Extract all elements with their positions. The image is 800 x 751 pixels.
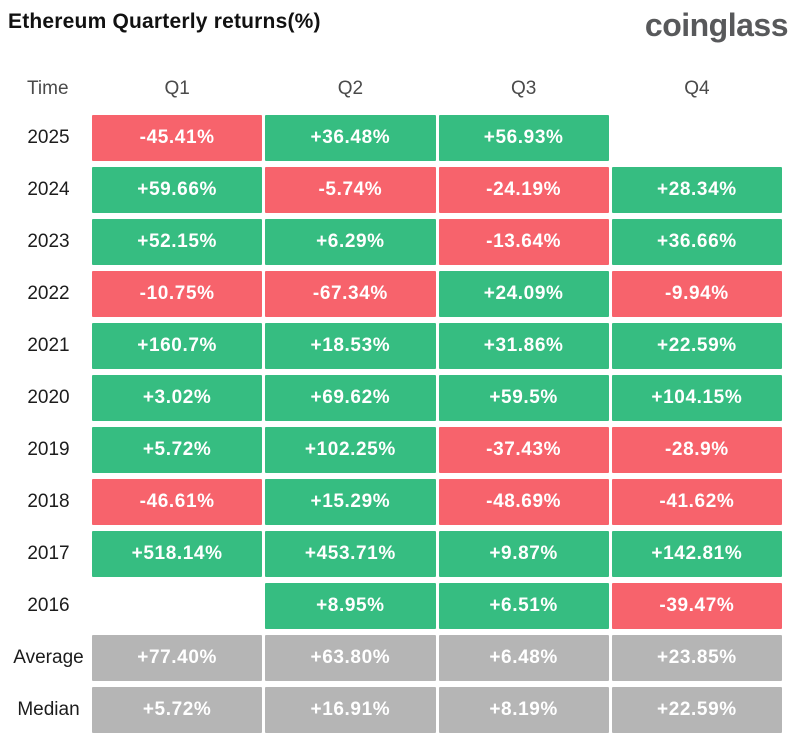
return-cell: -24.19% xyxy=(438,167,609,213)
return-cell: +36.66% xyxy=(611,219,782,265)
return-cell: -39.47% xyxy=(611,583,782,629)
return-cell: +56.93% xyxy=(438,115,609,161)
empty-cell xyxy=(612,115,782,161)
return-cell: -5.74% xyxy=(265,167,436,213)
table-header-row: Time Q1 Q2 Q3 Q4 xyxy=(8,78,782,100)
column-header-q2: Q2 xyxy=(337,78,364,99)
column-header-q4: Q4 xyxy=(684,78,710,99)
row-label-2024: 2024 xyxy=(27,179,70,200)
column-header-q3: Q3 xyxy=(510,78,537,99)
return-cell: +18.53% xyxy=(265,323,436,369)
return-cell: +518.14% xyxy=(92,531,263,577)
return-cell: +102.25% xyxy=(265,427,436,473)
return-cell: -13.64% xyxy=(438,219,609,265)
return-cell: +69.62% xyxy=(265,375,436,421)
return-cell: +16.91% xyxy=(265,687,436,733)
return-cell: -37.43% xyxy=(438,427,609,473)
page-title: Ethereum Quarterly returns(%) xyxy=(8,10,321,33)
return-cell: -46.61% xyxy=(92,479,263,525)
return-cell: +5.72% xyxy=(92,687,263,733)
return-cell: +28.34% xyxy=(611,167,782,213)
coinglass-logo: coinglass xyxy=(644,7,789,43)
return-cell: +22.59% xyxy=(611,687,782,733)
row-label-2023: 2023 xyxy=(27,231,70,252)
quarterly-returns-table: Time Q1 Q2 Q3 Q4 2025 -45.41% +36.48% +56.93% 20… xyxy=(8,78,782,733)
return-cell: +31.86% xyxy=(438,323,609,369)
return-cell: +6.51% xyxy=(438,583,609,629)
return-cell: -28.9% xyxy=(611,427,782,473)
row-label-2025: 2025 xyxy=(27,127,70,148)
return-cell: +77.40% xyxy=(92,635,263,681)
return-cell: -67.34% xyxy=(265,271,436,317)
page-header: Ethereum Quarterly returns(%) coinglass xyxy=(0,0,800,42)
return-cell: +63.80% xyxy=(265,635,436,681)
return-cell: +15.29% xyxy=(265,479,436,525)
row-label-2018: 2018 xyxy=(27,491,70,512)
return-cell: +6.29% xyxy=(265,219,436,265)
return-cell: +160.7% xyxy=(92,323,263,369)
return-cell: +22.59% xyxy=(611,323,782,369)
return-cell: +59.5% xyxy=(438,375,609,421)
return-cell: -45.41% xyxy=(92,115,263,161)
return-cell: +24.09% xyxy=(438,271,609,317)
return-cell: +23.85% xyxy=(611,635,782,681)
return-cell: +142.81% xyxy=(611,531,782,577)
return-cell: -48.69% xyxy=(438,479,609,525)
return-cell: +104.15% xyxy=(611,375,782,421)
return-cell: +9.87% xyxy=(438,531,609,577)
row-label-average: Average xyxy=(13,647,84,668)
return-cell: +52.15% xyxy=(92,219,263,265)
return-cell: +6.48% xyxy=(438,635,609,681)
row-label-median: Median xyxy=(17,699,80,720)
return-cell: +8.19% xyxy=(438,687,609,733)
row-label-2021: 2021 xyxy=(27,335,70,356)
return-cell: +36.48% xyxy=(265,115,436,161)
return-cell: -9.94% xyxy=(611,271,782,317)
column-header-time: Time xyxy=(27,78,69,99)
row-label-2020: 2020 xyxy=(27,387,70,408)
return-cell: +453.71% xyxy=(265,531,436,577)
return-cell: -41.62% xyxy=(611,479,782,525)
row-label-2019: 2019 xyxy=(27,439,70,460)
column-header-q1: Q1 xyxy=(164,78,190,99)
return-cell: +5.72% xyxy=(92,427,263,473)
return-cell: +3.02% xyxy=(92,375,263,421)
return-cell: +59.66% xyxy=(92,167,263,213)
return-cell: +8.95% xyxy=(265,583,436,629)
row-label-2017: 2017 xyxy=(27,543,70,564)
empty-cell xyxy=(92,583,262,629)
table-body: 2025 -45.41% +36.48% +56.93% 2024 +59.66% -5.7… xyxy=(8,115,782,733)
return-cell: -10.75% xyxy=(92,271,263,317)
row-label-2016: 2016 xyxy=(27,595,70,616)
row-label-2022: 2022 xyxy=(27,283,70,304)
